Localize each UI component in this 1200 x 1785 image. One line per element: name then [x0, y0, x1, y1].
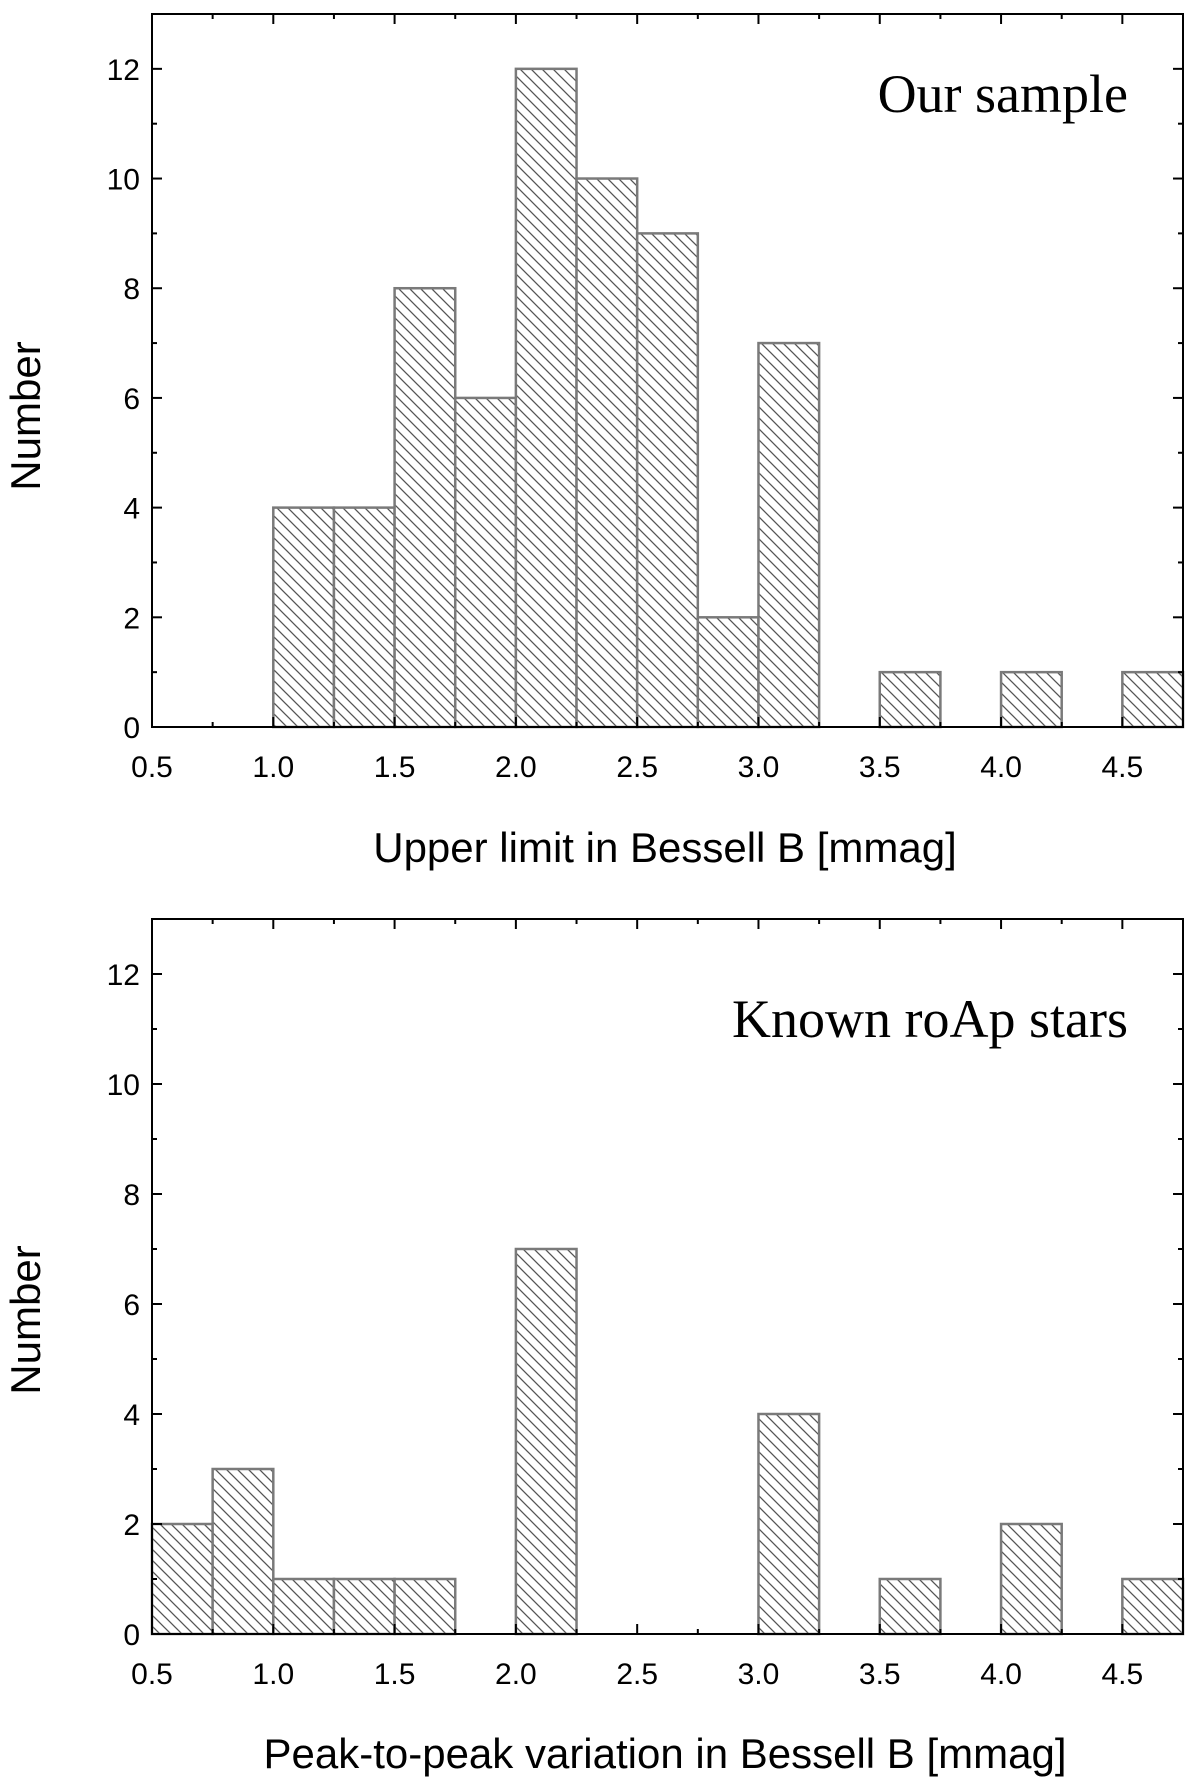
x-tick-label: 1.0 — [252, 1658, 294, 1691]
histogram-bar — [878, 670, 942, 729]
histogram-bar — [514, 67, 578, 729]
x-tick-label: 3.5 — [859, 751, 901, 784]
x-tick-label: 4.5 — [1101, 1658, 1143, 1691]
histogram-bar — [332, 506, 396, 729]
panel-title-known-roap-stars: Known roAp stars — [732, 989, 1128, 1049]
plot-frame-our-sample — [151, 13, 1184, 728]
histogram-bar — [878, 1577, 942, 1636]
plot-frame-known-roap-stars — [151, 918, 1184, 1635]
x-tick-label: 0.5 — [131, 751, 173, 784]
histogram-bar — [696, 616, 760, 729]
panel-title-our-sample: Our sample — [878, 64, 1128, 124]
y-tick-label: 12 — [107, 54, 140, 87]
y-tick-label: 0 — [123, 712, 140, 745]
x-tick-label: 4.0 — [980, 751, 1022, 784]
x-tick-label: 1.5 — [374, 751, 416, 784]
y-axis-title-our-sample: Number — [2, 341, 49, 490]
y-tick-label: 4 — [123, 1399, 140, 1432]
y-tick-labels-known-roap-stars: 0 2 4 6 8 10 12 — [107, 959, 140, 1652]
histogram-bar — [272, 506, 336, 729]
x-tick-label: 3.0 — [738, 1658, 780, 1691]
histogram-bar — [211, 1467, 275, 1636]
y-tick-label: 8 — [123, 273, 140, 306]
x-tick-label: 1.0 — [252, 751, 294, 784]
histogram-bar — [757, 1412, 821, 1636]
y-tick-label: 6 — [123, 383, 140, 416]
x-tick-label: 2.5 — [616, 1658, 658, 1691]
x-tick-label: 2.0 — [495, 1658, 537, 1691]
histogram-bar — [332, 1577, 396, 1636]
y-tick-label: 8 — [123, 1179, 140, 1212]
y-tick-label: 10 — [107, 164, 140, 197]
histogram-bar — [1121, 1577, 1185, 1636]
panel-our-sample: 0.5 1.0 1.5 2.0 2.5 3.0 3.5 4.0 4.5 0 2 4 6 8 10 12 Ou… — [2, 13, 1185, 871]
bars-our-sample — [272, 67, 1185, 729]
histogram-bar — [757, 341, 821, 729]
x-tick-label: 2.5 — [616, 751, 658, 784]
x-tick-label: 0.5 — [131, 1658, 173, 1691]
ticks-our-sample — [151, 13, 1184, 728]
y-tick-label: 6 — [123, 1289, 140, 1322]
panel-known-roap-stars: 0.5 1.0 1.5 2.0 2.5 3.0 3.5 4.0 4.5 0 2 4 6 8 10 12 Kn… — [2, 918, 1185, 1777]
y-axis-title-known-roap-stars: Number — [2, 1245, 49, 1394]
x-tick-label: 1.5 — [374, 1658, 416, 1691]
y-tick-label: 12 — [107, 959, 140, 992]
x-tick-labels-our-sample: 0.5 1.0 1.5 2.0 2.5 3.0 3.5 4.0 4.5 — [131, 751, 1143, 784]
histogram-bar — [393, 286, 457, 729]
histogram-bar — [575, 177, 639, 729]
y-tick-label: 2 — [123, 1509, 140, 1542]
ticks-known-roap-stars — [151, 918, 1184, 1635]
histogram-bar — [272, 1577, 336, 1636]
x-axis-title-our-sample: Upper limit in Bessell B [mmag] — [373, 824, 957, 871]
x-axis-title-known-roap-stars: Peak-to-peak variation in Bessell B [mma… — [263, 1730, 1066, 1777]
y-tick-label: 4 — [123, 493, 140, 526]
y-tick-label: 2 — [123, 602, 140, 635]
histogram-bar — [514, 1247, 578, 1636]
x-tick-label: 4.5 — [1101, 751, 1143, 784]
histogram-bar — [453, 396, 518, 729]
x-tick-labels-known-roap-stars: 0.5 1.0 1.5 2.0 2.5 3.0 3.5 4.0 4.5 — [131, 1658, 1143, 1691]
x-tick-label: 2.0 — [495, 751, 537, 784]
y-tick-labels-our-sample: 0 2 4 6 8 10 12 — [107, 54, 140, 745]
x-tick-label: 3.0 — [738, 751, 780, 784]
histogram-bar — [635, 232, 700, 729]
x-tick-label: 3.5 — [859, 1658, 901, 1691]
histogram-bar — [999, 1522, 1063, 1636]
y-tick-label: 0 — [123, 1619, 140, 1652]
y-tick-label: 10 — [107, 1069, 140, 1102]
bars-known-roap-stars — [150, 1247, 1185, 1636]
histogram-bar — [999, 670, 1063, 729]
histogram-bar — [1121, 670, 1185, 729]
x-tick-label: 4.0 — [980, 1658, 1022, 1691]
histogram-bar — [393, 1577, 457, 1636]
histogram-bar — [150, 1522, 214, 1636]
